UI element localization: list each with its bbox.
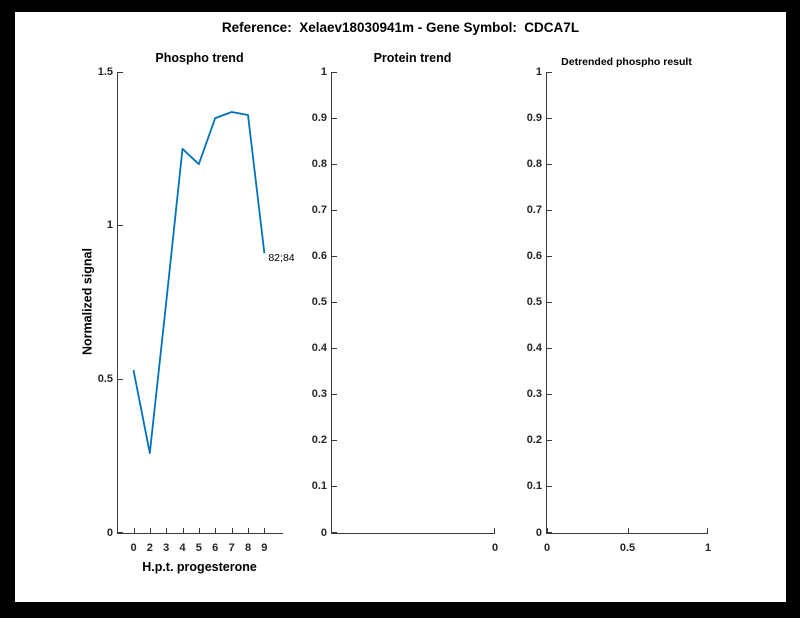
y-tick-label: 0.4: [526, 342, 542, 355]
y-tick-mark: [547, 71, 552, 73]
y-tick-label: 0.1: [311, 480, 327, 493]
y-tick-label: 0.3: [526, 388, 542, 401]
endpoint-annotation: 82;84: [268, 252, 295, 265]
y-tick-label: 1: [535, 65, 542, 78]
x-tick-label: 0: [130, 542, 137, 554]
x-tick-mark: [149, 528, 151, 533]
x-tick-label: 0: [491, 542, 499, 554]
y-tick-label: 0.2: [526, 434, 542, 447]
x-tick-label: 1: [704, 542, 712, 554]
figure-panel: Reference: Xelaev18030941m - Gene Symbol…: [15, 12, 786, 602]
protein-trend-title: Protein trend: [373, 51, 452, 65]
y-tick-label: 0.7: [311, 203, 327, 216]
y-tick-label: 0.4: [311, 342, 327, 355]
y-tick-label: 1: [320, 65, 327, 78]
y-tick-label: 0.1: [526, 480, 542, 493]
y-tick-mark: [547, 532, 552, 533]
y-tick-label: 0.5: [97, 372, 113, 385]
figure-title: Reference: Xelaev18030941m - Gene Symbol…: [221, 20, 580, 35]
x-tick-mark: [707, 528, 708, 533]
x-tick-mark: [133, 528, 135, 533]
x-tick-mark: [166, 528, 168, 533]
phospho-trend-title: Phospho trend: [155, 51, 244, 65]
y-tick-label: 1: [106, 219, 113, 232]
y-tick-mark: [332, 117, 337, 119]
y-tick-label: 1.5: [97, 65, 113, 78]
y-tick-mark: [332, 486, 337, 488]
y-tick-label: 0.6: [311, 249, 327, 262]
y-tick-label: 0.8: [311, 157, 327, 170]
y-tick-mark: [332, 440, 337, 442]
protein-trend-axes: 0 0.1 0.2 0.3 0.4 0.5 0.6 0.7 0.8 0.9 1 0: [312, 66, 498, 555]
y-tick-mark: [547, 394, 552, 396]
y-tick-label: 0.8: [526, 157, 542, 170]
y-tick-mark: [332, 71, 337, 73]
x-tick-mark: [627, 528, 629, 533]
y-tick-mark: [547, 440, 552, 442]
x-tick-mark: [248, 528, 250, 533]
x-tick-label: 3: [163, 542, 170, 554]
y-tick-mark: [332, 209, 337, 211]
y-tick-mark: [547, 117, 552, 119]
y-tick-mark: [332, 255, 337, 257]
x-tick-label: 4: [179, 542, 186, 554]
y-tick-mark: [118, 71, 123, 73]
y-tick-label: 0: [535, 526, 542, 539]
y-tick-label: 0.3: [311, 388, 327, 401]
detrended-phospho-axes: 0 0.1 0.2 0.3 0.4 0.5 0.6 0.7 0.8 0.9 1 0 0.5 1: [527, 66, 711, 555]
y-tick-label: 0: [106, 526, 113, 539]
y-tick-mark: [118, 378, 123, 380]
y-tick-mark: [547, 209, 552, 211]
x-tick-mark: [264, 528, 266, 533]
x-tick-mark: [547, 528, 548, 533]
y-tick-label: 0.9: [526, 111, 542, 124]
y-tick-label: 0.2: [311, 434, 327, 447]
y-tick-mark: [547, 302, 552, 303]
y-tick-label: 0.7: [526, 203, 542, 216]
y-tick-mark: [547, 486, 552, 488]
x-tick-mark: [182, 528, 184, 533]
x-tick-label: 0.5: [619, 542, 636, 554]
y-tick-mark: [118, 532, 123, 533]
x-tick-mark: [494, 528, 495, 533]
x-tick-label: 8: [244, 542, 252, 554]
y-tick-mark: [547, 163, 552, 165]
y-tick-label: 0.9: [311, 111, 327, 124]
x-tick-label: 0: [543, 542, 551, 554]
x-tick-label: 9: [261, 542, 268, 554]
detrended-phospho-title: Detrended phospho result: [561, 56, 692, 68]
y-tick-label: 0.5: [311, 296, 327, 308]
y-tick-mark: [547, 348, 552, 350]
y-tick-mark: [547, 255, 552, 257]
x-tick-label: 5: [195, 542, 202, 554]
x-tick-mark: [231, 528, 233, 533]
phospho-line: [132, 111, 266, 455]
y-tick-mark: [332, 532, 337, 533]
x-tick-mark: [215, 528, 217, 533]
x-tick-label: 7: [228, 542, 235, 554]
x-tick-label: 6: [212, 542, 219, 554]
x-tick-label: 2: [146, 542, 153, 554]
phospho-x-axis-label: H.p.t. progesterone: [142, 560, 257, 574]
phospho-series-svg: [132, 111, 266, 455]
y-tick-mark: [332, 348, 337, 350]
y-tick-mark: [332, 302, 337, 303]
phospho-y-axis-label: Normalized signal: [80, 248, 95, 355]
y-tick-mark: [332, 163, 337, 165]
y-tick-mark: [332, 394, 337, 396]
y-tick-mark: [118, 225, 123, 227]
y-tick-label: 0.5: [526, 296, 542, 308]
phospho-trend-axes: 0 0.5 1 1.5 0 2 3 4 5 6 7 8 9 82;84: [98, 66, 295, 555]
y-tick-label: 0: [320, 526, 327, 539]
x-tick-mark: [198, 528, 200, 533]
y-tick-label: 0.6: [526, 249, 542, 262]
